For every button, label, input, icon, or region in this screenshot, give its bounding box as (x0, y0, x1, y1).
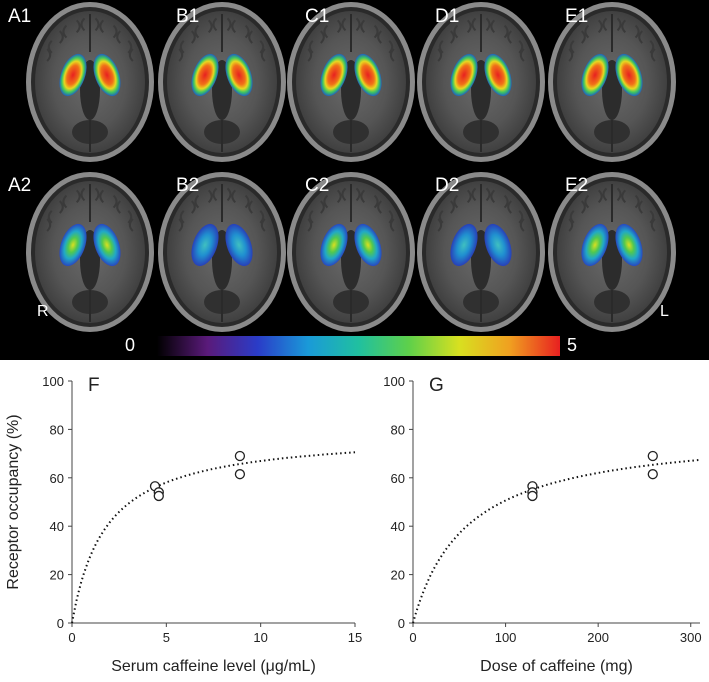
left-striatum-uptake (93, 53, 121, 97)
brain-slice-b2 (158, 172, 286, 332)
chart-g-dose: 0 20 40 60 80 100 0 100 200 300 G Dose of caffeine … (383, 374, 701, 675)
x-tick-label: 5 (163, 630, 170, 645)
y-tick-label: 0 (57, 616, 64, 631)
data-point (153, 490, 164, 502)
x-axis-title: Dose of caffeine (mg) (480, 658, 633, 675)
emax-fit-curve (412, 458, 701, 624)
occupancy-charts: 0 20 40 60 80 100 0 5 10 15 F Serum caffeine level … (5, 374, 702, 675)
colorbar (157, 336, 560, 356)
data-point (527, 490, 538, 502)
right-striatum-uptake (191, 223, 219, 267)
right-striatum-uptake (320, 53, 348, 97)
panel-label-a1: A1 (8, 6, 32, 27)
left-striatum-uptake (354, 53, 382, 97)
panel-label-d2: D2 (435, 175, 460, 196)
right-striatum-uptake (59, 53, 87, 97)
y-tick-label: 100 (42, 374, 64, 389)
panel-label-e2: E2 (565, 175, 589, 196)
y-tick-label: 20 (391, 568, 405, 583)
x-tick-label: 100 (495, 630, 517, 645)
brain-slice-a1 (26, 2, 154, 162)
data-point (647, 469, 658, 480)
colorbar-min-label: 0 (125, 335, 136, 355)
right-striatum-uptake (581, 53, 609, 97)
left-striatum-uptake (225, 53, 253, 97)
x-tick-label: 0 (409, 630, 416, 645)
x-tick-label: 0 (68, 630, 75, 645)
right-striatum-uptake (320, 223, 348, 267)
right-striatum-uptake (450, 223, 478, 267)
y-tick-label: 100 (383, 374, 405, 389)
left-striatum-uptake (484, 53, 512, 97)
data-point (234, 469, 246, 480)
y-tick-label: 0 (398, 616, 405, 631)
orientation-left-label: L (660, 303, 669, 320)
y-tick-label: 20 (50, 568, 64, 583)
y-tick-label: 80 (391, 422, 405, 437)
x-tick-label: 300 (680, 630, 702, 645)
left-striatum-uptake (484, 223, 512, 267)
left-striatum-uptake (615, 53, 643, 97)
y-tick-label: 40 (391, 519, 405, 534)
emax-fit-curve (71, 451, 356, 624)
right-striatum-uptake (450, 53, 478, 97)
chart-f-serum-level: 0 20 40 60 80 100 0 5 10 15 F Serum caffeine level … (5, 374, 362, 675)
panel-label-b1: B1 (176, 6, 200, 27)
right-striatum-uptake (581, 223, 609, 267)
data-point (647, 450, 658, 462)
left-striatum-uptake (354, 223, 382, 267)
right-striatum-uptake (191, 53, 219, 97)
panel-label-c2: C2 (305, 175, 330, 196)
brain-slice-b1 (158, 2, 286, 162)
brain-slice-e2 (548, 172, 676, 332)
left-striatum-uptake (93, 223, 121, 267)
brain-slice-a2 (26, 172, 154, 332)
brain-slice-c1 (287, 2, 415, 162)
y-tick-label: 60 (391, 471, 405, 486)
brain-slice-d2 (417, 172, 545, 332)
panel-label-e1: E1 (565, 6, 589, 27)
panel-label-a2: A2 (8, 175, 32, 196)
left-striatum-uptake (225, 223, 253, 267)
orientation-right-label: R (37, 303, 49, 320)
brain-slice-c2 (287, 172, 415, 332)
right-striatum-uptake (59, 223, 87, 267)
y-axis-title: Receptor occupancy (%) (5, 414, 22, 589)
brain-slice-e1 (548, 2, 676, 162)
brain-scans-svg (26, 2, 676, 332)
x-axis-title: Serum caffeine level (μg/mL) (111, 658, 316, 675)
x-tick-label: 200 (587, 630, 609, 645)
brain-slice-d1 (417, 2, 545, 162)
y-tick-label: 60 (50, 471, 64, 486)
x-tick-label: 10 (253, 630, 267, 645)
y-tick-label: 80 (50, 422, 64, 437)
data-point (234, 450, 246, 462)
panel-label-b2: B2 (176, 175, 200, 196)
y-tick-label: 40 (50, 519, 64, 534)
pet-mri-image-panel: A1 B1 C1 D1 E1 A2 B2 C2 D2 E2 R L 0 5 (0, 0, 709, 360)
x-tick-label: 15 (348, 630, 362, 645)
panel-label-d1: D1 (435, 6, 460, 27)
panel-label-c1: C1 (305, 6, 330, 27)
colorbar-max-label: 5 (567, 335, 578, 355)
left-striatum-uptake (615, 223, 643, 267)
chart-panel-letter: F (88, 375, 100, 396)
chart-panel-letter: G (429, 375, 444, 396)
